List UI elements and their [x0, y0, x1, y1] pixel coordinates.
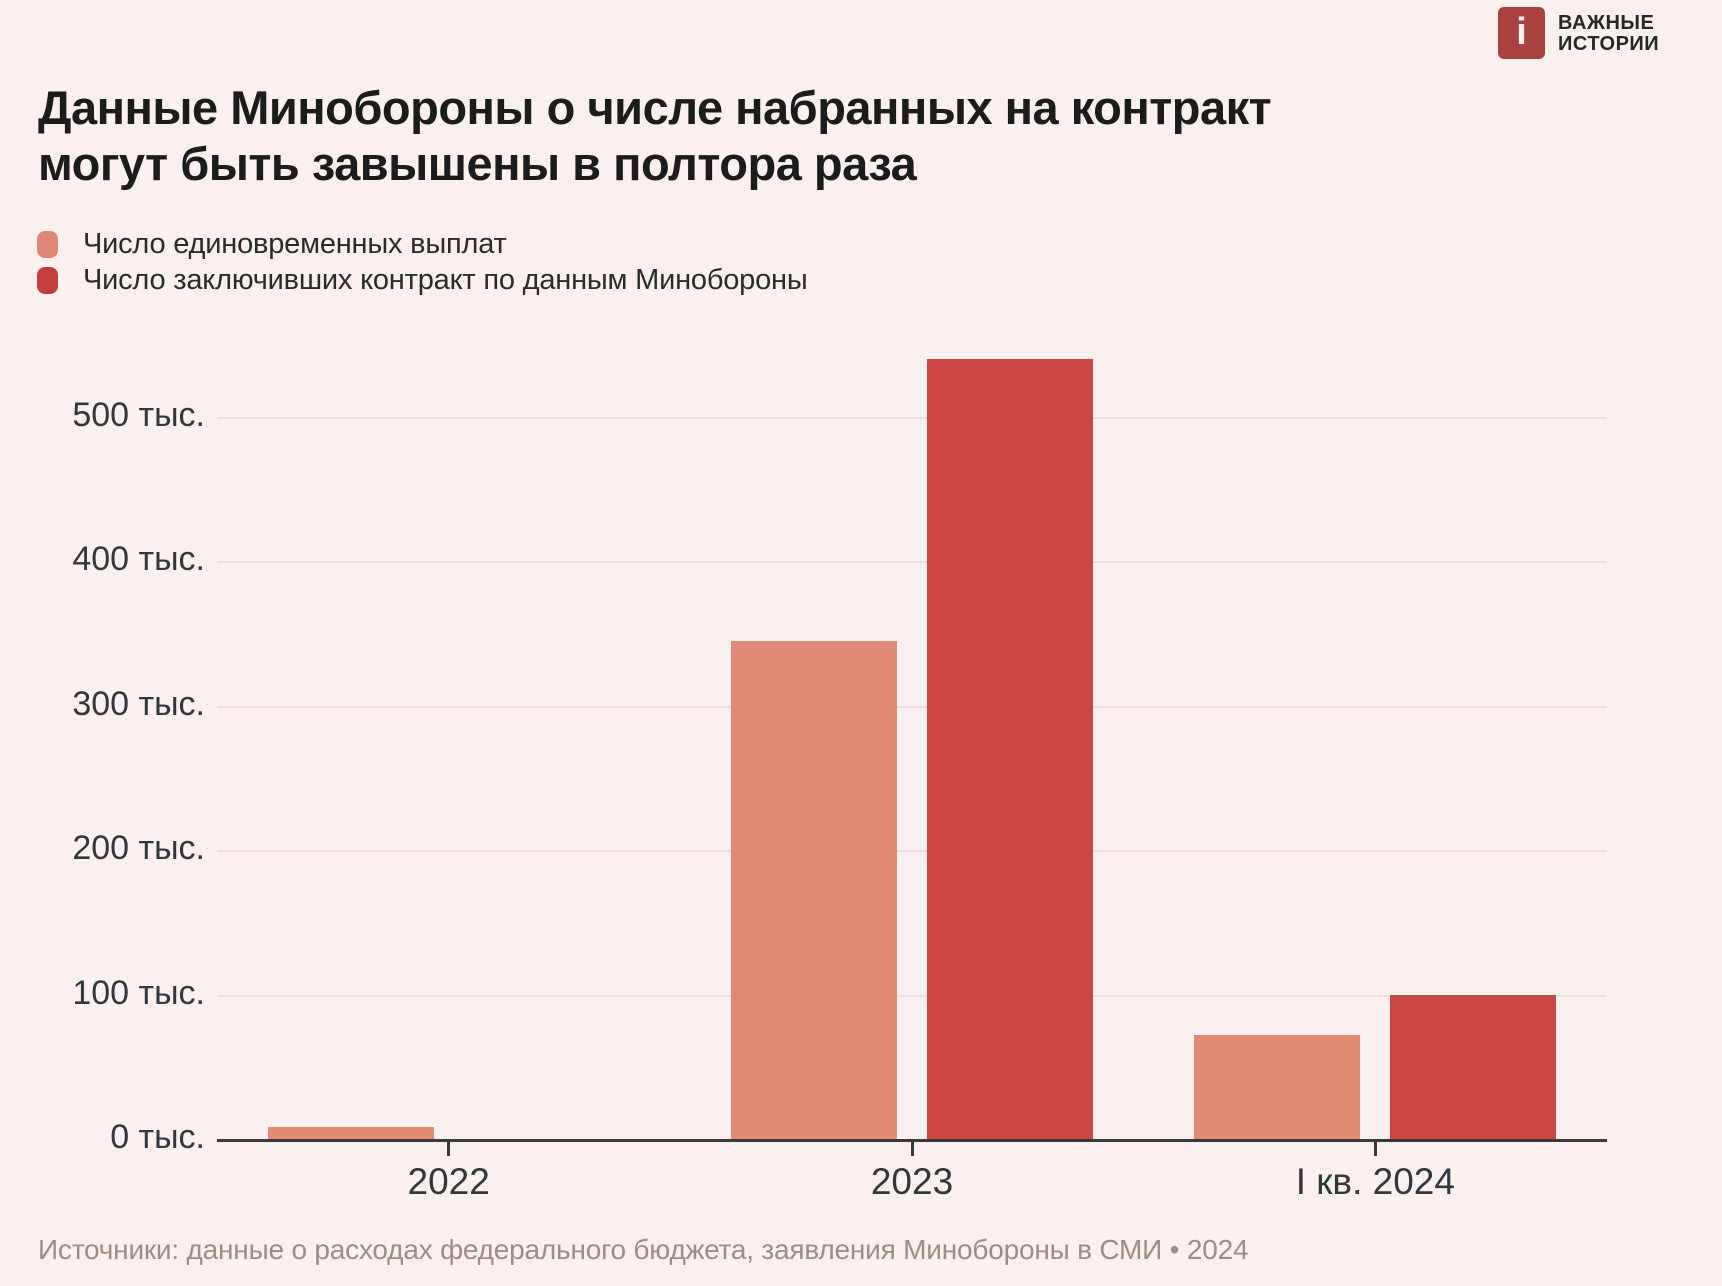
bar-payments-2023: [731, 640, 897, 1139]
bar-payments-I кв. 2024: [1194, 1035, 1361, 1139]
legend-item-contracts: Число заключивших контракт по данным Мин…: [37, 262, 808, 298]
bar-contracts-2023: [927, 359, 1093, 1139]
x-axis-label-I кв. 2024: I кв. 2024: [1295, 1161, 1455, 1202]
gridline-400: [217, 561, 1607, 564]
gridline-300: [217, 705, 1607, 708]
gridline-200: [217, 850, 1607, 853]
x-axis-tick-2022: [447, 1142, 451, 1156]
payments-swatch-icon: [37, 230, 58, 258]
x-axis-tick-I кв. 2024: [1373, 1142, 1377, 1156]
contracts-swatch-icon: [37, 266, 58, 294]
bar-contracts-I кв. 2024: [1390, 994, 1557, 1139]
istories-logo: i ВАЖНЫЕ ИСТОРИИ: [1498, 7, 1659, 59]
gridline-100: [217, 994, 1607, 997]
legend-label-contracts: Число заключивших контракт по данным Мин…: [83, 263, 808, 296]
chart-legend: Число единовременных выплат Число заключ…: [37, 226, 808, 298]
x-axis-label-2022: 2022: [407, 1161, 490, 1202]
y-axis-label-400: 400 тыс.: [72, 540, 205, 579]
title-line2: могут быть завышены в полтора раза: [38, 137, 917, 190]
logo-text-line2: ИСТОРИИ: [1558, 33, 1660, 55]
logo-text-line1: ВАЖНЫЕ: [1558, 12, 1655, 34]
y-axis-label-100: 100 тыс.: [72, 973, 205, 1012]
source-note: Источники: данные о расходах федеральног…: [38, 1234, 1249, 1265]
logo-letter: i: [1516, 10, 1527, 53]
page-title: Данные Минобороны о числе набранных на к…: [38, 80, 1598, 192]
x-axis-line: [217, 1139, 1607, 1142]
x-axis-tick-2023: [910, 1142, 914, 1156]
istories-logo-text: ВАЖНЫЕ ИСТОРИИ: [1558, 7, 1659, 55]
y-axis-label-200: 200 тыс.: [72, 829, 205, 868]
legend-item-payments: Число единовременных выплат: [37, 226, 807, 262]
gridline-500: [217, 417, 1607, 419]
y-axis-label-500: 500 тыс.: [72, 396, 205, 434]
bar-payments-2022: [267, 1127, 434, 1139]
y-axis-label-300: 300 тыс.: [72, 684, 205, 723]
y-axis-label-0: 0 тыс.: [110, 1118, 205, 1156]
title-line1: Данные Минобороны о числе набранных на к…: [38, 81, 1272, 134]
istories-logo-icon: i: [1498, 7, 1545, 59]
legend-label-payments: Число единовременных выплат: [83, 227, 507, 260]
x-axis-label-2023: 2023: [870, 1161, 954, 1202]
